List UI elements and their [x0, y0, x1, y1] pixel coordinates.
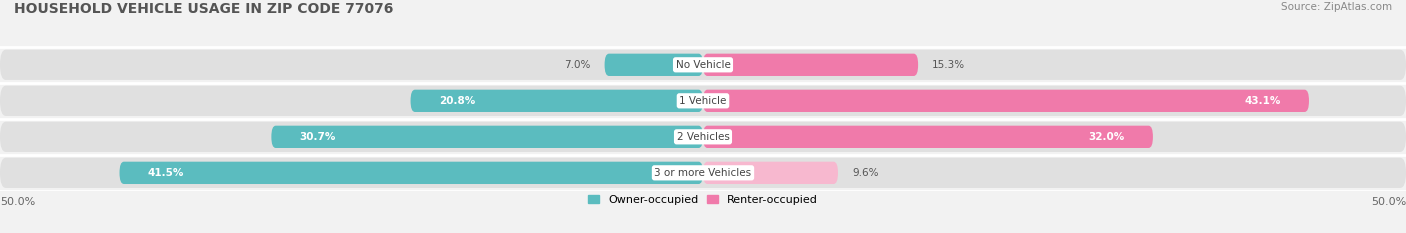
Text: 43.1%: 43.1%: [1244, 96, 1281, 106]
FancyBboxPatch shape: [605, 54, 703, 76]
FancyBboxPatch shape: [703, 126, 1153, 148]
Text: 1 Vehicle: 1 Vehicle: [679, 96, 727, 106]
FancyBboxPatch shape: [0, 158, 1406, 188]
FancyBboxPatch shape: [411, 90, 703, 112]
FancyBboxPatch shape: [0, 50, 1406, 80]
Text: 32.0%: 32.0%: [1088, 132, 1125, 142]
Text: 3 or more Vehicles: 3 or more Vehicles: [654, 168, 752, 178]
Text: 20.8%: 20.8%: [439, 96, 475, 106]
Legend: Owner-occupied, Renter-occupied: Owner-occupied, Renter-occupied: [588, 195, 818, 205]
Text: 2 Vehicles: 2 Vehicles: [676, 132, 730, 142]
Text: 50.0%: 50.0%: [1371, 197, 1406, 207]
Text: No Vehicle: No Vehicle: [675, 60, 731, 70]
Text: 30.7%: 30.7%: [299, 132, 336, 142]
Text: 50.0%: 50.0%: [0, 197, 35, 207]
Text: 41.5%: 41.5%: [148, 168, 184, 178]
Text: HOUSEHOLD VEHICLE USAGE IN ZIP CODE 77076: HOUSEHOLD VEHICLE USAGE IN ZIP CODE 7707…: [14, 2, 394, 16]
Text: 7.0%: 7.0%: [564, 60, 591, 70]
FancyBboxPatch shape: [0, 86, 1406, 116]
FancyBboxPatch shape: [703, 162, 838, 184]
Text: 15.3%: 15.3%: [932, 60, 966, 70]
FancyBboxPatch shape: [703, 54, 918, 76]
FancyBboxPatch shape: [703, 90, 1309, 112]
FancyBboxPatch shape: [0, 122, 1406, 152]
Text: Source: ZipAtlas.com: Source: ZipAtlas.com: [1281, 2, 1392, 12]
FancyBboxPatch shape: [120, 162, 703, 184]
Text: 9.6%: 9.6%: [852, 168, 879, 178]
FancyBboxPatch shape: [271, 126, 703, 148]
